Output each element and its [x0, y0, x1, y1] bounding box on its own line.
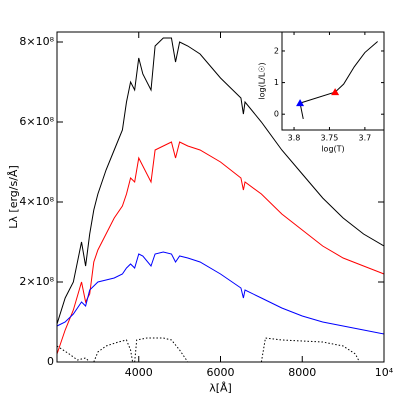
y-tick-label: 4×10⁸ [19, 195, 54, 208]
y-tick-label: 8×10⁸ [19, 35, 54, 48]
y-tick-label: 0 [274, 110, 279, 119]
x-axis-label: λ[Å] [209, 381, 232, 394]
x-tick-label: 8000 [288, 366, 316, 379]
spectrum-line [56, 141, 385, 355]
x-tick-label: 4000 [125, 366, 153, 379]
spectrum-line [56, 251, 385, 335]
x-tick-label: 3.8 [288, 134, 301, 143]
filter-curve [134, 337, 189, 363]
x-tick-label: 3.7 [359, 134, 372, 143]
y-tick-label: 0 [47, 355, 54, 368]
y-tick-label: 2 [274, 46, 279, 55]
filter-curve [260, 337, 360, 363]
track-marker [296, 99, 305, 107]
track-marker [331, 88, 340, 96]
inset-background [282, 32, 384, 130]
filter-curve [56, 345, 91, 363]
x-tick-label: 6000 [207, 366, 235, 379]
y-axis-label: Lλ [erg/s/Å] [7, 165, 20, 228]
filter-curve [93, 339, 134, 363]
x-tick-label: 10⁴ [375, 366, 394, 379]
spectrum-line [56, 37, 385, 325]
plot-frame [281, 31, 385, 131]
y-tick-label: 6×10⁸ [19, 115, 54, 128]
x-tick-label: 3.75 [321, 134, 339, 143]
x-axis-label: log(T) [321, 145, 344, 154]
y-axis-label: log(L/L☉) [258, 62, 267, 99]
y-tick-label: 1 [274, 78, 279, 87]
y-tick-label: 2×10⁸ [19, 275, 54, 288]
